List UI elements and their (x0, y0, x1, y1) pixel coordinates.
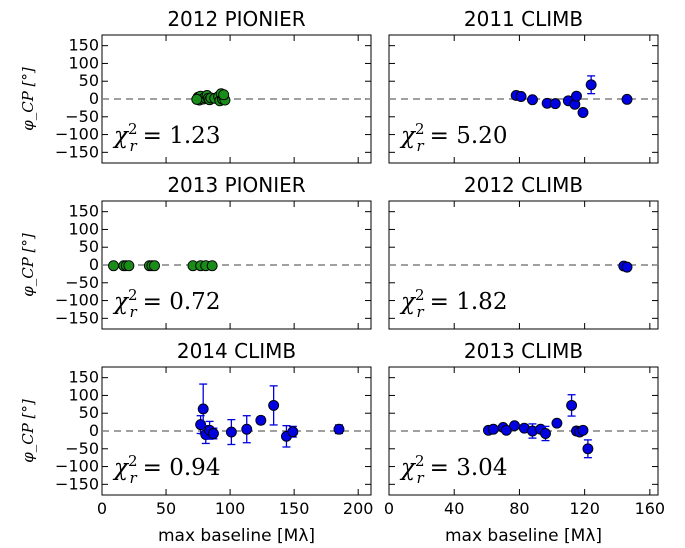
y-tick-label: 50 (79, 403, 99, 422)
data-point (487, 423, 499, 435)
chi-square-annotation: χ2 r = 0.94 (112, 452, 220, 487)
y-axis-label: φ_CP [°] (19, 67, 37, 131)
data-point (577, 424, 589, 436)
data-point (218, 89, 230, 101)
data-point (540, 428, 551, 439)
data-point (123, 260, 135, 272)
y-tick-label: −100 (55, 125, 99, 144)
y-tick-label: −50 (65, 107, 99, 126)
y-tick-label: 50 (79, 237, 99, 256)
y-tick-label: 0 (89, 421, 99, 440)
data-point (195, 419, 207, 431)
y-tick-label: −150 (55, 308, 99, 327)
y-tick-label: 150 (68, 202, 99, 221)
y-tick-label: 50 (79, 71, 99, 90)
panel-2: 2011 CLIMB χ2 r = 5.20 (388, 7, 659, 164)
data-point (500, 424, 512, 436)
data-point (566, 399, 578, 411)
data-point (206, 260, 218, 272)
chi-square-annotation: χ2 r = 3.04 (399, 452, 507, 487)
y-tick-label: −50 (65, 439, 99, 458)
y-tick-label: 100 (68, 385, 99, 404)
x-axis-label: max baseline [Mλ] (158, 526, 315, 546)
x-tick-label: 0 (97, 499, 107, 518)
x-tick-label: 200 (343, 499, 374, 518)
x-tick-label: 120 (569, 499, 600, 518)
y-axis-label: φ_CP [°] (19, 233, 37, 297)
x-tick-label: 160 (635, 499, 666, 518)
x-tick-label: 40 (444, 499, 464, 518)
data-point (621, 261, 633, 273)
y-tick-label: −150 (55, 474, 99, 493)
data-point (577, 107, 589, 118)
y-tick-label: 0 (89, 255, 99, 274)
y-axis-label: φ_CP [°] (19, 399, 37, 463)
data-point (585, 79, 597, 91)
data-point (582, 443, 594, 455)
panel-4: 2012 CLIMB χ2 r = 1.82 (388, 173, 659, 330)
data-point (571, 90, 582, 102)
data-point (149, 260, 160, 272)
data-point (268, 399, 280, 411)
data-point (191, 93, 203, 105)
data-point (287, 426, 299, 438)
data-point (621, 93, 633, 105)
data-point (255, 414, 267, 426)
x-tick-label: 50 (156, 499, 176, 518)
chi-square-annotation: χ2 r = 5.20 (399, 120, 507, 155)
y-tick-label: 100 (68, 53, 99, 72)
chi-square-annotation: χ2 r = 1.82 (399, 286, 507, 321)
data-point (225, 426, 237, 438)
y-tick-label: −100 (55, 291, 99, 310)
x-tick-label: 80 (509, 499, 529, 518)
y-tick-label: 100 (68, 219, 99, 238)
y-tick-label: 150 (68, 36, 99, 55)
x-tick-label: 150 (279, 499, 310, 518)
data-point (549, 98, 561, 110)
data-point (241, 423, 253, 435)
x-axis-label: max baseline [Mλ] (445, 526, 602, 546)
panel-title: 2014 CLIMB (177, 339, 296, 363)
data-point (108, 260, 119, 272)
panel-title: 2013 CLIMB (464, 339, 583, 363)
y-tick-label: −50 (65, 273, 99, 292)
panel-title: 2012 PIONIER (167, 7, 305, 31)
data-point (207, 428, 219, 439)
panel-title: 2013 PIONIER (167, 173, 305, 197)
y-tick-label: −150 (55, 142, 99, 161)
chi-square-annotation: χ2 r = 0.72 (112, 286, 220, 321)
y-tick-label: 150 (68, 368, 99, 387)
data-point (333, 423, 345, 435)
chi-square-annotation: χ2 r = 1.23 (112, 120, 220, 155)
data-point (551, 417, 563, 429)
x-tick-label: 0 (384, 499, 394, 518)
panel-6: 2013 CLIMB 0 40 80 120 160 max baseline [Mλ] χ2… (384, 339, 665, 546)
data-point (527, 94, 538, 106)
x-tick-label: 100 (215, 499, 246, 518)
panel-title: 2012 CLIMB (464, 173, 583, 197)
data-point (197, 403, 209, 415)
data-point (509, 420, 520, 432)
y-tick-label: −100 (55, 457, 99, 476)
y-tick-label: 0 (89, 89, 99, 108)
data-point (515, 91, 527, 102)
panel-title: 2011 CLIMB (464, 7, 583, 31)
